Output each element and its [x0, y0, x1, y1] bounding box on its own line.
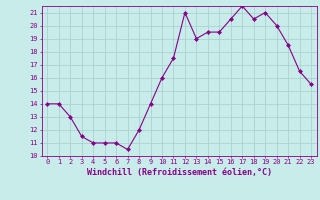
X-axis label: Windchill (Refroidissement éolien,°C): Windchill (Refroidissement éolien,°C) — [87, 168, 272, 177]
